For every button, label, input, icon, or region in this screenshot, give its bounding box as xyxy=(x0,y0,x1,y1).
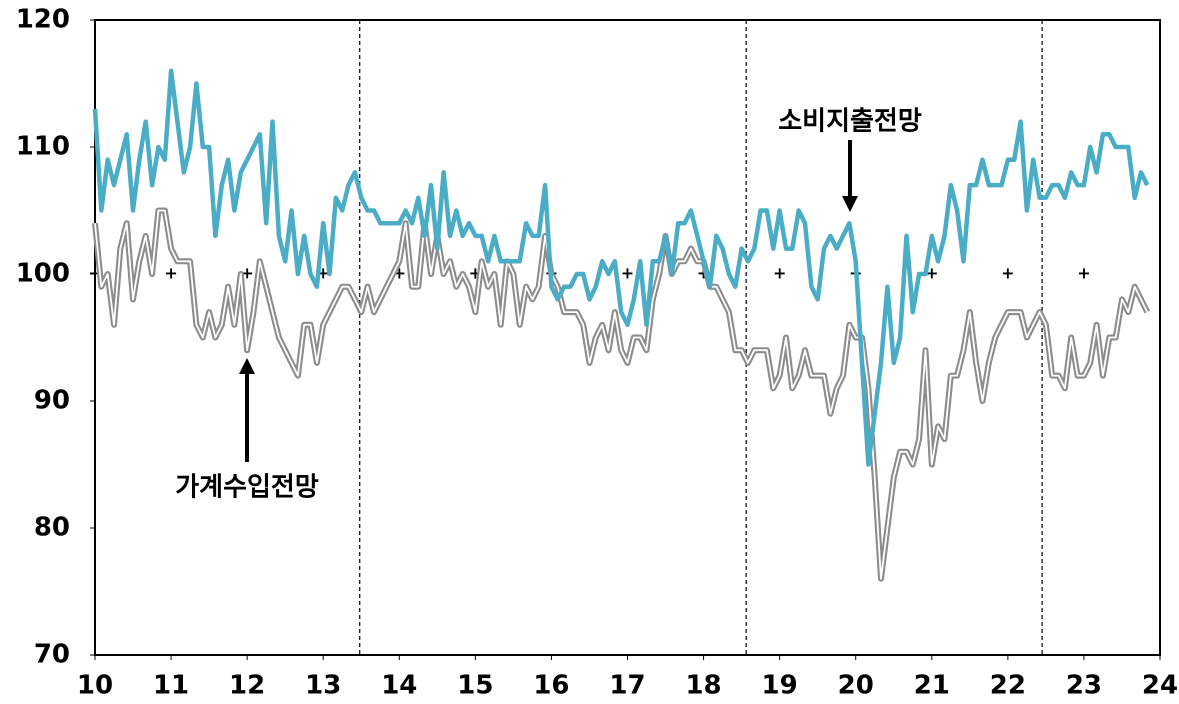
x-tick-label: 11 xyxy=(153,671,189,701)
x-tick-label: 14 xyxy=(381,671,417,701)
x-tick-label: 24 xyxy=(1142,671,1178,701)
arrow-head xyxy=(842,196,858,212)
x-tick-label: 15 xyxy=(457,671,493,701)
x-tick-label: 13 xyxy=(305,671,341,701)
series-line xyxy=(92,68,1150,467)
reference-marker: + xyxy=(164,264,177,283)
y-tick-label: 100 xyxy=(16,259,70,289)
x-tick-label: 23 xyxy=(1066,671,1102,701)
x-tick-label: 16 xyxy=(533,671,569,701)
y-tick-label: 120 xyxy=(16,5,70,35)
reference-marker: + xyxy=(773,264,786,283)
x-tick-label: 21 xyxy=(914,671,950,701)
reference-marker: + xyxy=(1077,264,1090,283)
series-label: 가계수입전망 xyxy=(175,473,319,503)
plot-frame xyxy=(94,19,1161,656)
x-tick-label: 22 xyxy=(990,671,1026,701)
x-tick-label: 20 xyxy=(838,671,874,701)
series-label: 소비지출전망 xyxy=(778,107,922,137)
reference-marker: + xyxy=(621,264,634,283)
y-tick-label: 80 xyxy=(34,513,70,543)
reference-marker: + xyxy=(1001,264,1014,283)
x-tick-label: 10 xyxy=(77,671,113,701)
y-tick-label: 70 xyxy=(34,640,70,670)
y-tick-label: 90 xyxy=(34,386,70,416)
y-tick-label: 110 xyxy=(16,132,70,162)
arrow-head xyxy=(239,358,255,374)
x-tick-label: 19 xyxy=(762,671,798,701)
x-tick-label: 17 xyxy=(609,671,645,701)
x-tick-label: 18 xyxy=(685,671,721,701)
series-line-inner xyxy=(94,209,1149,580)
x-tick-label: 12 xyxy=(229,671,265,701)
